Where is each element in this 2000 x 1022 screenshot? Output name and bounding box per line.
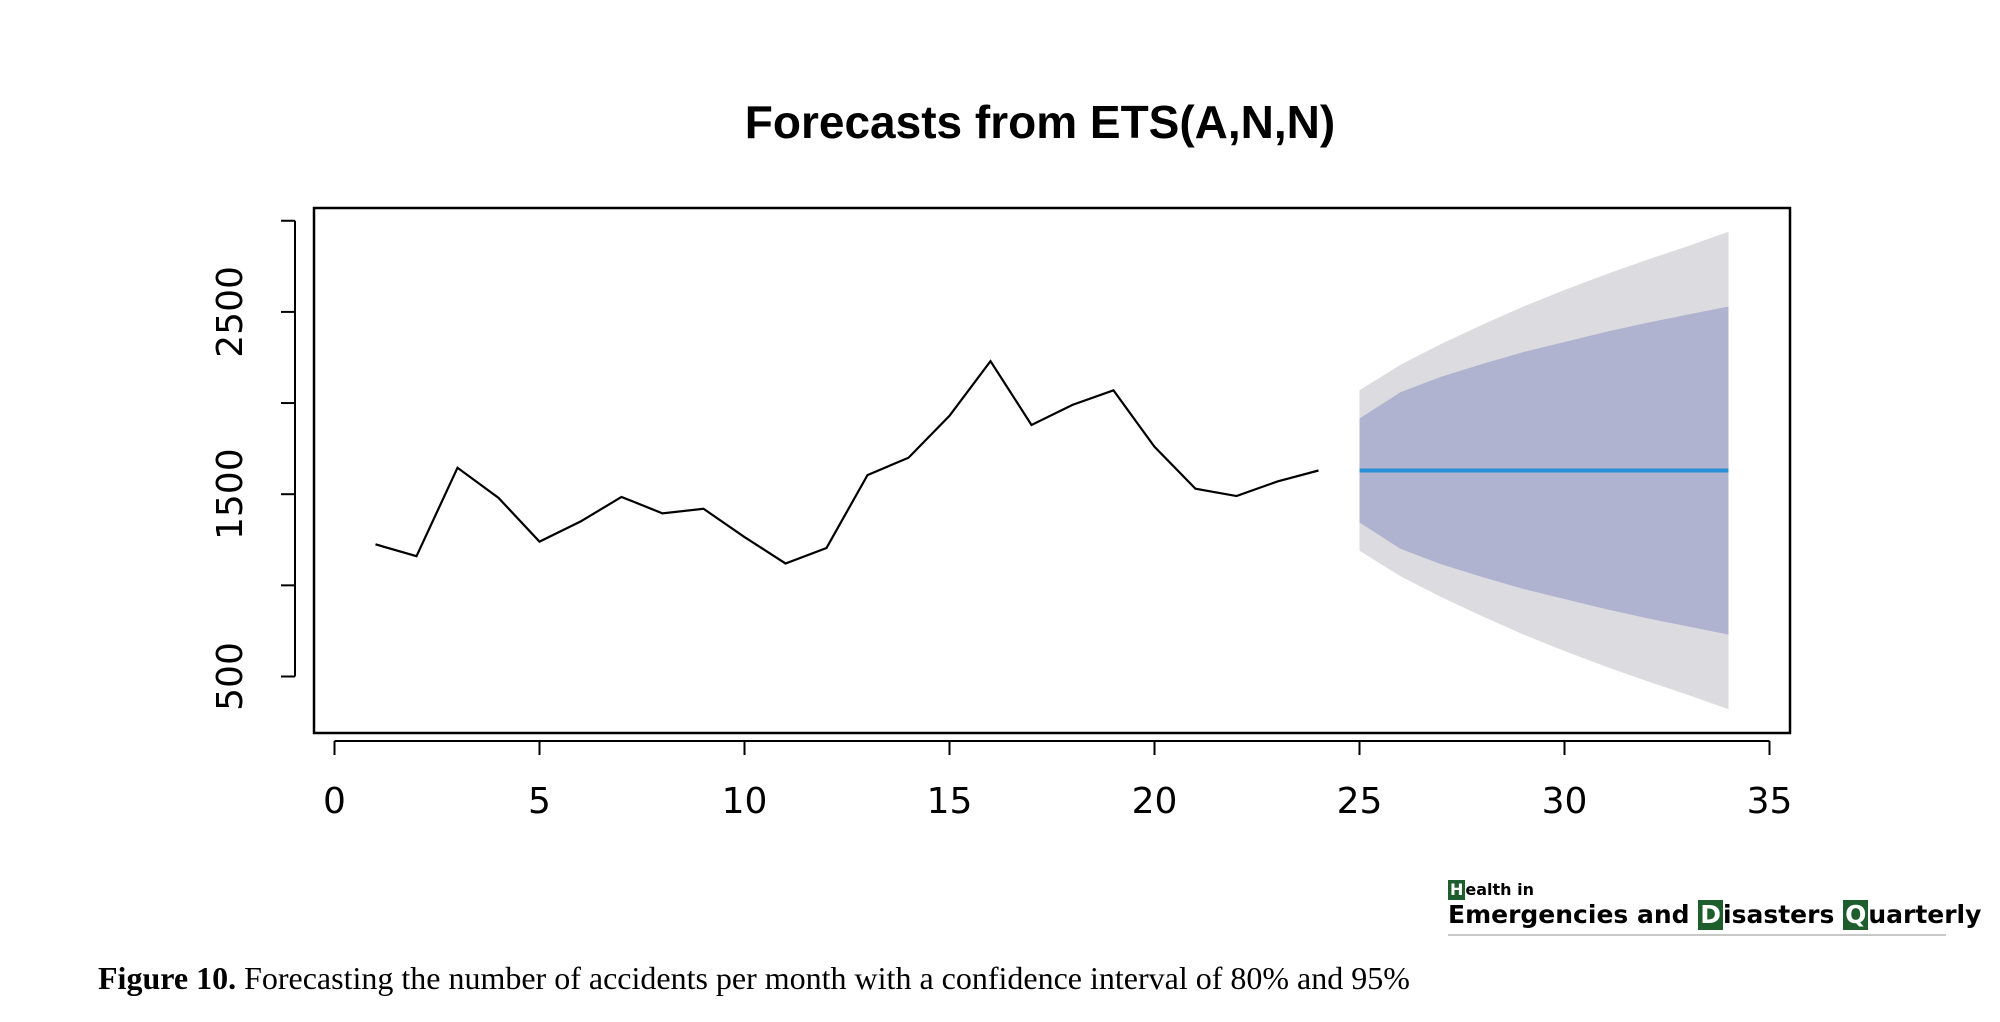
logo-line-2: Emergencies and Disasters Quarterly [1448,900,1982,930]
y-axis: 500 1500 2500 [210,219,296,711]
figure-caption: Figure 10. Forecasting the number of acc… [98,960,1410,997]
x-tick-label: 30 [1542,781,1588,822]
caption-label: Figure 10. [98,960,237,996]
x-tick-label: 0 [323,781,346,822]
chart-title: Forecasts from ETS(A,N,N) [745,96,1335,148]
x-tick-label: 35 [1747,781,1793,822]
y-tick-label: 500 [210,642,251,711]
x-tick-label: 25 [1337,781,1383,822]
forecast-chart: Forecasts from ETS(A,N,N) 500 1500 2500 0 5… [210,96,1793,822]
x-axis: 0 5 10 15 20 25 30 35 [323,740,1793,822]
y-tick-label: 1500 [210,448,251,540]
series-lines [375,359,1729,565]
x-tick-label: 5 [528,781,551,822]
observed-line [375,359,1319,565]
plot-frame [312,206,1792,735]
caption-text: Forecasting the number of accidents per … [236,960,1410,996]
y-tick-label: 2500 [210,266,251,358]
x-tick-label: 10 [722,781,768,822]
x-tick-label: 20 [1132,781,1178,822]
x-tick-label: 15 [927,781,973,822]
